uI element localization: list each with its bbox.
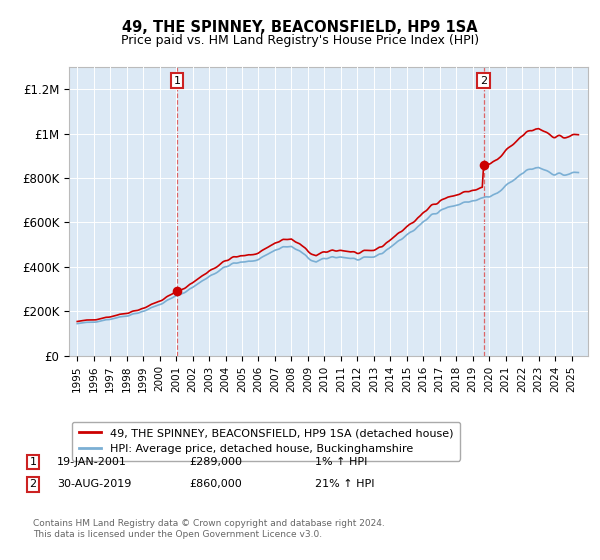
Text: 2: 2 — [29, 479, 37, 489]
Text: £860,000: £860,000 — [189, 479, 242, 489]
Text: Price paid vs. HM Land Registry's House Price Index (HPI): Price paid vs. HM Land Registry's House … — [121, 34, 479, 46]
Text: 1: 1 — [29, 457, 37, 467]
Text: 21% ↑ HPI: 21% ↑ HPI — [315, 479, 374, 489]
Text: £289,000: £289,000 — [189, 457, 242, 467]
Text: 49, THE SPINNEY, BEACONSFIELD, HP9 1SA: 49, THE SPINNEY, BEACONSFIELD, HP9 1SA — [122, 20, 478, 35]
Legend: 49, THE SPINNEY, BEACONSFIELD, HP9 1SA (detached house), HPI: Average price, det: 49, THE SPINNEY, BEACONSFIELD, HP9 1SA (… — [72, 422, 460, 461]
Text: 1% ↑ HPI: 1% ↑ HPI — [315, 457, 367, 467]
Text: 19-JAN-2001: 19-JAN-2001 — [57, 457, 127, 467]
Text: 30-AUG-2019: 30-AUG-2019 — [57, 479, 131, 489]
Point — [172, 287, 182, 296]
Text: 1: 1 — [173, 76, 181, 86]
Text: Contains HM Land Registry data © Crown copyright and database right 2024.
This d: Contains HM Land Registry data © Crown c… — [33, 520, 385, 539]
Text: 2: 2 — [480, 76, 487, 86]
Point — [479, 160, 488, 169]
